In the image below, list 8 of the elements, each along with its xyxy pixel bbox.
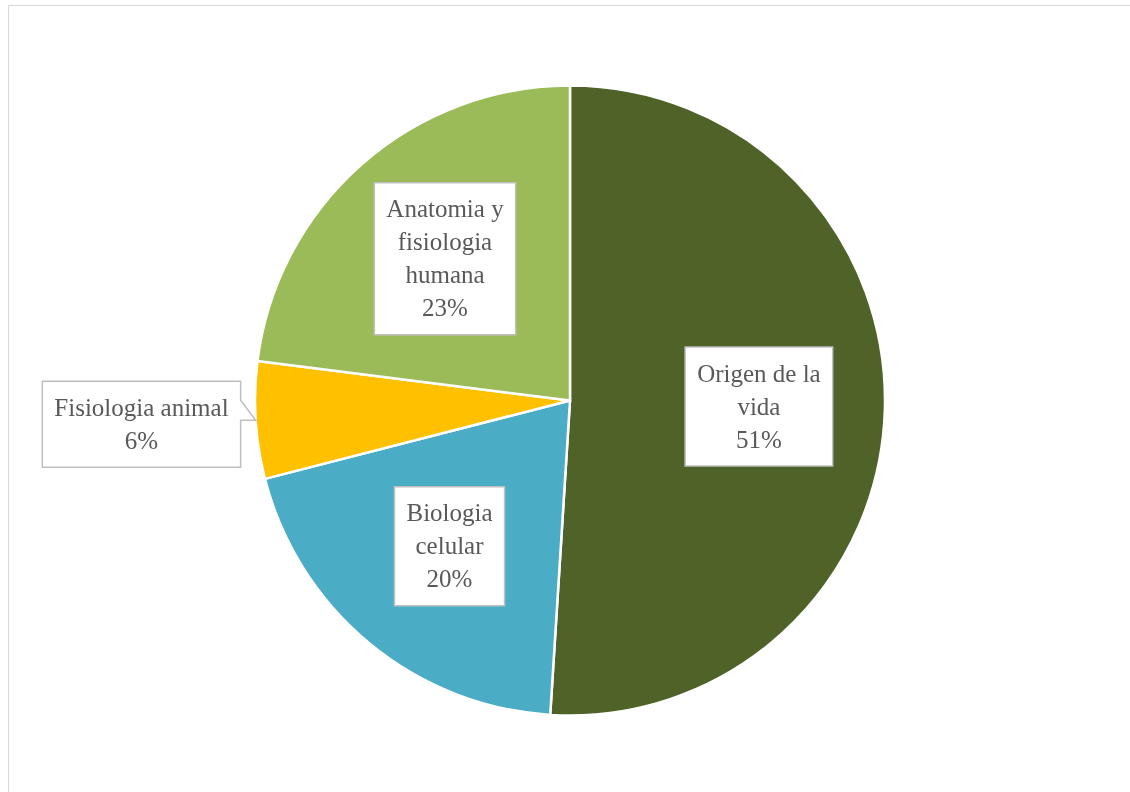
slice-label: Fisiologia animal (54, 394, 229, 422)
slice-label: Biologia celular (406, 499, 493, 560)
slice-label: Origen de la vida (697, 359, 821, 420)
data-label: 51% (735, 425, 782, 453)
data-label: 6% (124, 427, 159, 455)
slice-label: Anatomia y fisiologia humana (386, 195, 505, 289)
data-label: 20% (426, 565, 473, 593)
data-label: 23% (422, 294, 468, 322)
